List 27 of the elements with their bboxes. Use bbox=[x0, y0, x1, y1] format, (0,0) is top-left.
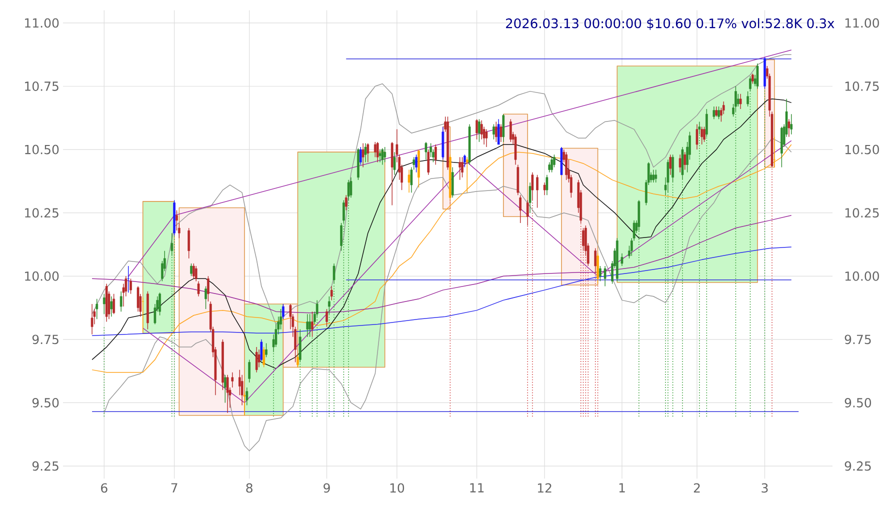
x-tick-label: 8 bbox=[246, 483, 252, 493]
x-tick-label: 10 bbox=[390, 483, 404, 493]
x-tick-label: 1 bbox=[619, 483, 625, 492]
y2-tick-label: 9.50 bbox=[844, 398, 872, 408]
y-tick-label: 10.75 bbox=[25, 82, 58, 91]
y2-tick-label: 10.25 bbox=[845, 208, 879, 218]
y2-tick-label: 10.50 bbox=[845, 144, 879, 154]
y-tick-label: 11.00 bbox=[25, 18, 59, 28]
x-tick-label: 12 bbox=[538, 483, 552, 492]
y-tick-label: 9.25 bbox=[32, 461, 58, 471]
x-tick-label: 11 bbox=[470, 483, 484, 492]
x-tick-label: 3 bbox=[762, 483, 768, 493]
y-tick-label: 9.50 bbox=[32, 398, 59, 408]
y2-tick-label: 10.75 bbox=[845, 82, 879, 91]
y2-tick-label: 9.75 bbox=[844, 334, 871, 344]
y-tick-label: 9.75 bbox=[32, 334, 58, 344]
y-tick-label: 10.00 bbox=[25, 271, 59, 281]
y2-tick-label: 11.00 bbox=[845, 18, 879, 28]
y2-tick-label: 9.25 bbox=[844, 461, 871, 471]
y-tick-label: 10.25 bbox=[25, 208, 58, 218]
text: 2026.03.13 00:00:00 $10.60 0.17% vol:52.8K 0.3x bbox=[506, 18, 834, 30]
x-tick-label: 7 bbox=[171, 483, 178, 492]
x-tick-label: 6 bbox=[101, 483, 108, 493]
y2-tick-label: 10.00 bbox=[845, 271, 879, 281]
x-tick-label: 9 bbox=[324, 483, 330, 493]
x-tick-label: 2 bbox=[694, 483, 700, 492]
y-tick-label: 10.50 bbox=[25, 144, 59, 154]
